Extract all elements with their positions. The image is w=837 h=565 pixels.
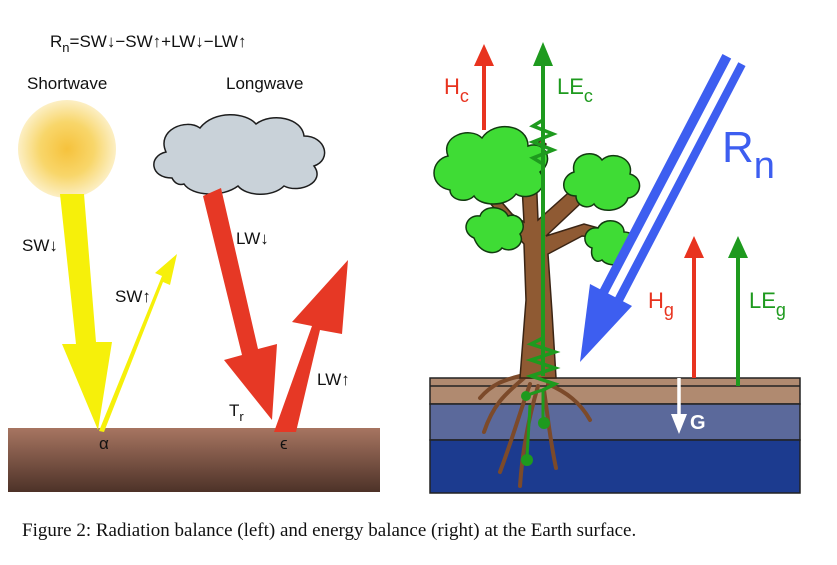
- lw-up-label: LW↑: [317, 370, 350, 389]
- albedo-symbol: α: [99, 434, 109, 453]
- hc-h: H: [444, 74, 460, 99]
- soil-middle-layer: [429, 403, 801, 441]
- hg-sub: g: [664, 300, 674, 320]
- rn-label: Rn: [722, 123, 775, 187]
- rn-arrowhead: [580, 284, 632, 362]
- canopy-resistance-spring: [528, 118, 558, 166]
- sensible-heat-ground-arrow: [684, 236, 704, 378]
- longwave-down-arrow: [203, 188, 277, 420]
- longwave-up-arrow: [274, 260, 348, 432]
- root-water-node-1: [521, 391, 531, 401]
- lec-le: LE: [557, 74, 584, 99]
- radiation-balance-panel: Rn=SW↓−SW↑+LW↓−LW↑ Shortwave Longwave SW…: [8, 32, 380, 492]
- net-radiation-equation: Rn=SW↓−SW↑+LW↓−LW↑: [50, 32, 246, 55]
- ground-heat-flux-arrow: [671, 378, 687, 434]
- shortwave-up-arrow: [99, 254, 177, 432]
- figure-caption: Figure 2: Radiation balance (left) and e…: [22, 520, 637, 541]
- tree-roots: [478, 374, 592, 488]
- canopy-left: [433, 125, 549, 205]
- g-label: G: [690, 412, 706, 434]
- root-water-line-3: [525, 404, 532, 459]
- equation-terms: =SW↓−SW↑+LW↓−LW↑: [70, 32, 247, 51]
- cloud-icon: [153, 114, 326, 195]
- root-water-node-2: [538, 417, 550, 429]
- equation-sub-n: n: [62, 40, 69, 55]
- equation-r: R: [50, 32, 62, 51]
- energy-balance-panel: Hc LEc Rn Hg LEg G: [429, 42, 801, 494]
- soil-deep-layer: [429, 439, 801, 494]
- hc-label: Hc: [444, 74, 469, 106]
- lec-arrowhead: [533, 42, 553, 66]
- shortwave-label: Shortwave: [27, 74, 107, 93]
- hg-h: H: [648, 288, 664, 313]
- hc-arrowhead: [474, 44, 494, 66]
- rn-shaft-inner: [600, 56, 740, 312]
- leg-sub: g: [776, 300, 786, 320]
- soil-resistance-spring: [525, 336, 561, 392]
- longwave-label: Longwave: [226, 74, 304, 93]
- rn-r: R: [722, 123, 754, 172]
- hc-sub: c: [460, 86, 469, 106]
- canopy-lower-left: [465, 207, 524, 254]
- leg-le: LE: [749, 288, 776, 313]
- lec-sub: c: [584, 86, 593, 106]
- root-far-left: [478, 374, 522, 400]
- root-water-node-3: [521, 454, 533, 466]
- net-radiation-arrow: [580, 53, 746, 362]
- lw-down-label: LW↓: [236, 229, 269, 248]
- lec-label: LEc: [557, 74, 593, 106]
- ground-surface: [8, 428, 380, 492]
- tr-t: T: [229, 401, 239, 420]
- emissivity-symbol: ϵ: [280, 434, 288, 453]
- latent-heat-canopy-arrow: [521, 42, 561, 466]
- root-right-2: [542, 388, 558, 470]
- sensible-heat-canopy-arrow: [474, 44, 494, 130]
- sun-icon: [18, 100, 116, 198]
- soil-top-layer: [429, 377, 801, 405]
- rn-sub: n: [754, 145, 775, 187]
- transmission-label: Tr: [229, 401, 244, 424]
- leg-label: LEg: [749, 288, 786, 320]
- latent-heat-ground-arrow: [728, 236, 748, 386]
- root-center: [518, 384, 540, 488]
- leg-arrowhead: [728, 236, 748, 258]
- g-arrowhead: [671, 414, 687, 434]
- shortwave-down-arrow: [60, 194, 112, 430]
- tr-sub-r: r: [239, 409, 244, 424]
- canopy-right: [563, 153, 641, 211]
- tree-canopy: [433, 125, 641, 266]
- hg-arrowhead: [684, 236, 704, 258]
- root-left: [482, 376, 526, 434]
- sw-down-label: SW↓: [22, 236, 58, 255]
- hg-label: Hg: [648, 288, 674, 320]
- sw-up-label: SW↑: [115, 287, 151, 306]
